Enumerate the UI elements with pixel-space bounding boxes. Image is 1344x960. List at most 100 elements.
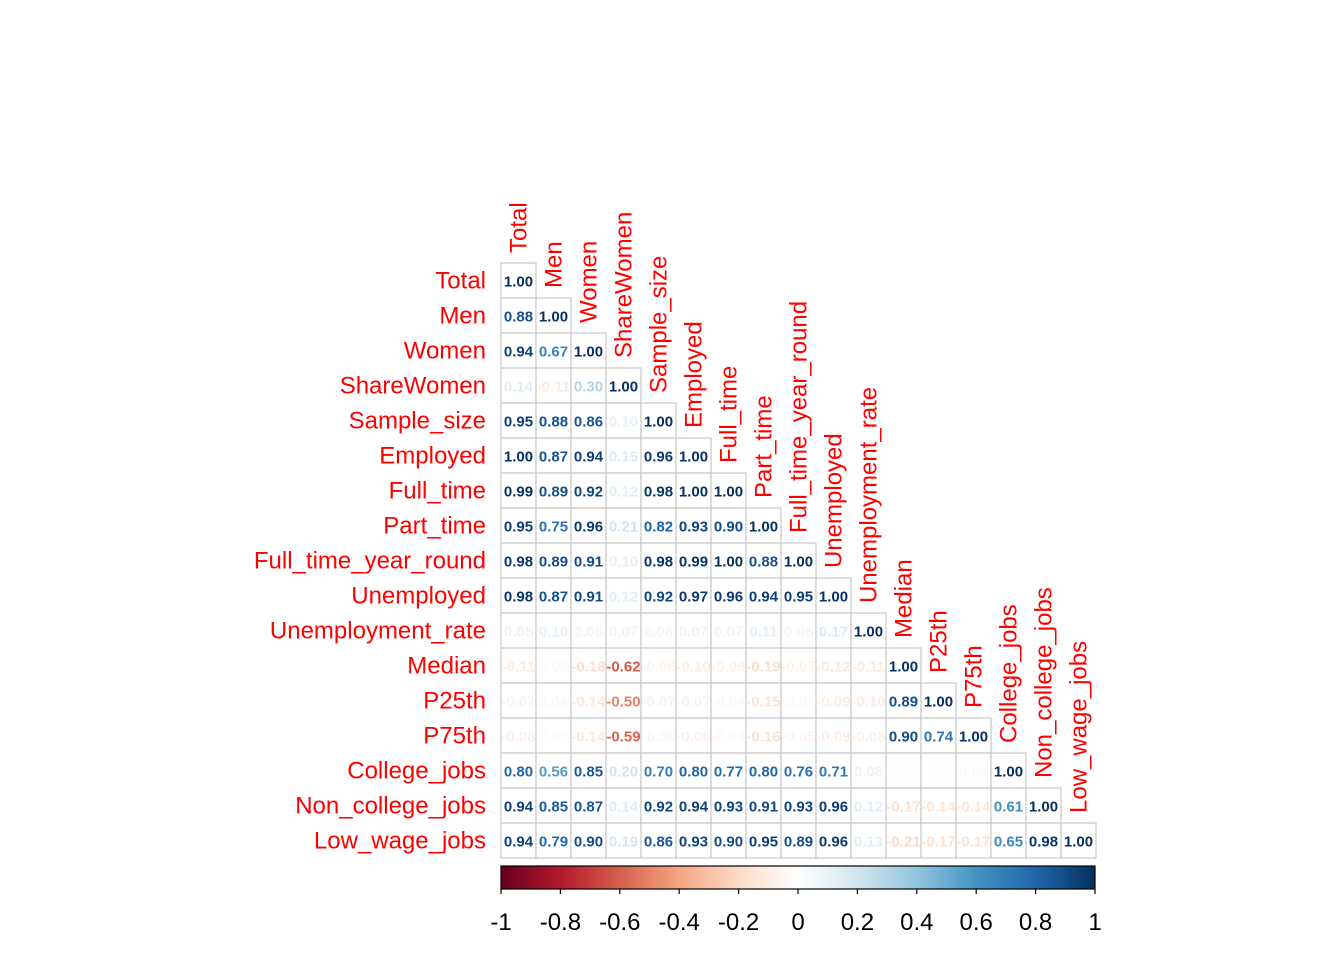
value-label-Employed-Employed: 1.00 <box>679 449 708 466</box>
value-label-P25th-Part_time: -0.15 <box>746 694 780 711</box>
value-label-Full_time_year_round-Sample_size: 0.98 <box>644 554 673 571</box>
matrix-cell-Non_college_jobs-Men <box>535 787 572 824</box>
matrix-cell-Part_time-Total <box>500 507 537 544</box>
value-label-Unemployed-Total: 0.98 <box>504 589 533 606</box>
matrix-cell-ShareWomen-Men <box>535 367 572 404</box>
matrix-cell-Low_wage_jobs-Full_time_year_round <box>780 822 817 859</box>
matrix-cell-Median-Unemployment_rate <box>850 647 887 684</box>
value-label-Full_time_year_round-Part_time: 0.88 <box>749 554 778 571</box>
matrix-cell-College_jobs-Sample_size <box>640 752 677 789</box>
matrix-cell-ShareWomen-ShareWomen <box>605 367 642 404</box>
value-label-Sample_size-Men: 0.88 <box>539 414 568 431</box>
matrix-cell-P75th-Unemployment_rate <box>850 717 887 754</box>
value-label-Low_wage_jobs-Unemployed: 0.96 <box>819 834 848 851</box>
value-label-Part_time-Part_time: 1.00 <box>749 519 778 536</box>
value-label-Part_time-Total: 0.95 <box>504 519 533 536</box>
matrix-cell-Full_time_year_round-Employed <box>675 542 712 579</box>
matrix-cell-Employed-ShareWomen <box>605 437 642 474</box>
value-label-Unemployed-Part_time: 0.94 <box>749 589 779 606</box>
matrix-cell-Sample_size-ShareWomen <box>605 402 642 439</box>
value-label-Low_wage_jobs-Median: -0.21 <box>886 834 920 851</box>
colorbar-tick-label: 1 <box>1088 909 1101 936</box>
value-label-College_jobs-Part_time: 0.80 <box>749 764 778 781</box>
matrix-cell-P75th-Full_time <box>710 717 747 754</box>
value-label-Unemployment_rate-Men: 0.10 <box>539 624 568 641</box>
value-label-Men-Men: 1.00 <box>539 309 568 326</box>
value-label-College_jobs-Sample_size: 0.70 <box>644 764 673 781</box>
value-label-Unemployment_rate-Employed: 0.07 <box>679 624 708 641</box>
value-label-Unemployment_rate-Total: 0.08 <box>504 624 533 641</box>
value-label-Low_wage_jobs-Non_college_jobs: 0.98 <box>1029 834 1058 851</box>
row-label-Men: Men <box>439 303 486 330</box>
value-label-Non_college_jobs-Full_time_year_round: 0.93 <box>784 799 813 816</box>
value-label-Women-Total: 0.94 <box>504 344 534 361</box>
matrix-cell-Unemployed-Total <box>500 577 537 614</box>
value-label-Part_time-Men: 0.75 <box>539 519 568 536</box>
matrix-cell-Non_college_jobs-P75th <box>955 787 992 824</box>
colorbar-tick-label: -0.8 <box>540 909 581 936</box>
value-label-Women-Women: 1.00 <box>574 344 603 361</box>
value-label-College_jobs-Women: 0.85 <box>574 764 603 781</box>
value-label-Median-Unemployment_rate: -0.11 <box>852 659 885 676</box>
value-label-Non_college_jobs-Total: 0.94 <box>504 799 534 816</box>
value-label-Unemployed-Employed: 0.97 <box>679 589 708 606</box>
value-label-Low_wage_jobs-Employed: 0.93 <box>679 834 708 851</box>
row-label-P75th: P75th <box>423 723 486 750</box>
value-label-P75th-Full_time_year_round: -0.05 <box>781 729 815 746</box>
value-label-Full_time_year_round-ShareWomen: 0.10 <box>609 554 638 571</box>
value-label-Employed-ShareWomen: 0.15 <box>609 449 638 466</box>
value-label-Unemployment_rate-Full_time_year_round: 0.06 <box>784 624 813 641</box>
value-label-P75th-Full_time: -0.04 <box>711 729 746 746</box>
value-label-Low_wage_jobs-P75th: -0.17 <box>956 834 990 851</box>
matrix-cell-Low_wage_jobs-Unemployment_rate <box>850 822 887 859</box>
value-label-Non_college_jobs-Employed: 0.94 <box>679 799 709 816</box>
value-label-P75th-P75th: 1.00 <box>959 729 988 746</box>
row-label-Unemployment_rate: Unemployment_rate <box>270 618 486 645</box>
value-label-Median-Sample_size: -0.06 <box>641 659 675 676</box>
value-label-P75th-Unemployment_rate: -0.08 <box>851 729 885 746</box>
value-label-Men-Total: 0.88 <box>504 309 533 326</box>
colorbar-tick-label: 0.4 <box>900 909 933 936</box>
colorbar: -1 -0.8 -0.6 -0.4 -0.2 0 0.2 0.4 0.6 0.8 1 <box>490 865 1102 936</box>
column-label-Low_wage_jobs: Low_wage_jobs <box>1066 641 1093 813</box>
value-label-Employed-Women: 0.94 <box>574 449 604 466</box>
matrix-cell-Unemployed-ShareWomen <box>605 577 642 614</box>
matrix-cell-Median-Unemployed <box>815 647 852 684</box>
matrix-cell-P25th-P25th <box>920 682 957 719</box>
value-label-Unemployment_rate-Full_time: 0.07 <box>714 624 743 641</box>
value-label-Non_college_jobs-Median: -0.17 <box>886 799 920 816</box>
matrix-cell-Non_college_jobs-Employed <box>675 787 712 824</box>
matrix-cell-P75th-Part_time <box>745 717 782 754</box>
value-label-Non_college_jobs-ShareWomen: 0.14 <box>609 799 639 816</box>
value-label-Full_time-Employed: 1.00 <box>679 484 708 501</box>
column-label-P75th: P75th <box>961 645 988 708</box>
value-label-Median-Median: 1.00 <box>889 659 918 676</box>
value-label-Non_college_jobs-P25th: -0.14 <box>921 799 956 816</box>
matrix-cell-Part_time-Part_time <box>745 507 782 544</box>
matrix-cell-Non_college_jobs-Part_time <box>745 787 782 824</box>
value-label-Full_time_year_round-Full_time_year_round: 1.00 <box>784 554 813 571</box>
row-label-Women: Women <box>404 338 486 365</box>
row-label-ShareWomen: ShareWomen <box>340 373 486 400</box>
matrix-value-labels: 1.000.88 1.000.94 0.67 1.000.14 -0.11 0.30 1.0… <box>501 274 1093 851</box>
row-label-Part_time: Part_time <box>383 513 486 540</box>
value-label-Low_wage_jobs-Full_time_year_round: 0.89 <box>784 834 813 851</box>
value-label-P75th-Part_time: -0.16 <box>746 729 780 746</box>
value-label-Non_college_jobs-Men: 0.85 <box>539 799 568 816</box>
value-label-Full_time_year_round-Full_time: 1.00 <box>714 554 743 571</box>
row-label-Full_time_year_round: Full_time_year_round <box>254 548 486 575</box>
value-label-P25th-Unemployed: -0.09 <box>816 694 850 711</box>
value-label-P25th-Total: -0.07 <box>501 694 535 711</box>
value-label-Non_college_jobs-Women: 0.87 <box>574 799 603 816</box>
colorbar-tick-label: -0.2 <box>718 909 759 936</box>
matrix-cell-Sample_size-Men <box>535 402 572 439</box>
matrix-cell-Unemployed-Part_time <box>745 577 782 614</box>
colorbar-tick-label: -0.6 <box>599 909 640 936</box>
row-label-Sample_size: Sample_size <box>349 408 486 435</box>
value-label-Part_time-Sample_size: 0.82 <box>644 519 673 536</box>
value-label-Non_college_jobs-College_jobs: 0.61 <box>994 799 1023 816</box>
value-label-Median-Full_time_year_round: -0.07 <box>781 659 815 676</box>
column-label-Total: Total <box>506 202 533 253</box>
matrix-cell-P25th-Unemployed <box>815 682 852 719</box>
value-label-Unemployed-Full_time_year_round: 0.95 <box>784 589 813 606</box>
